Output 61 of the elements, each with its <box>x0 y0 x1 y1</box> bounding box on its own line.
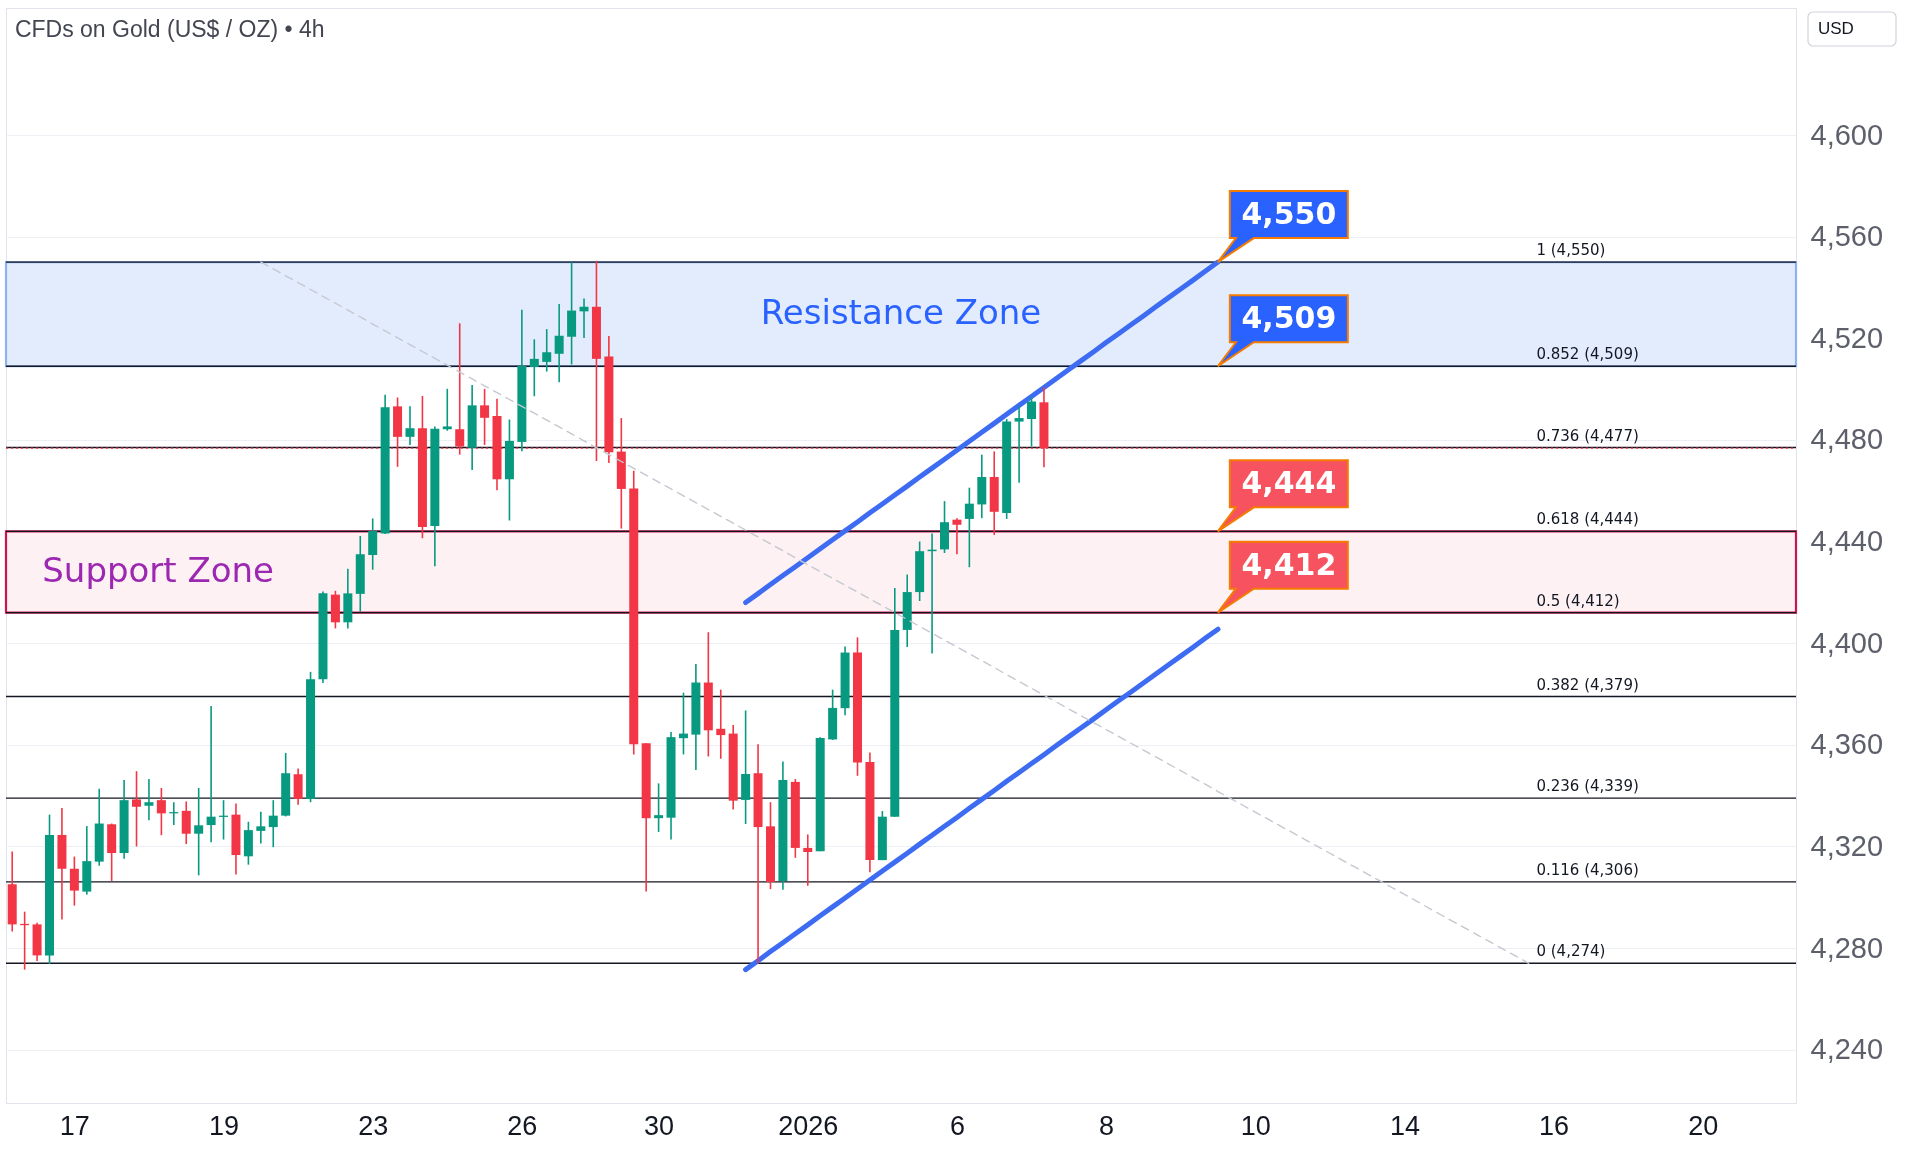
y-tick-label: 4,240 <box>1810 1033 1884 1066</box>
candlestick <box>132 770 142 848</box>
y-tick-label: 4,560 <box>1810 220 1884 253</box>
x-tick-label: 19 <box>209 1110 240 1141</box>
ref-line-label: 0 (4,274) <box>1536 942 1606 961</box>
candlestick <box>654 782 664 833</box>
ref-line-label: 0.382 (4,379) <box>1536 675 1639 694</box>
ref-line-label: 0.852 (4,509) <box>1536 345 1639 364</box>
annotation: 4,509 <box>1241 300 1337 336</box>
candlestick <box>1027 395 1037 448</box>
x-tick-label: 10 <box>1240 1110 1271 1141</box>
candlestick <box>194 787 204 877</box>
y-tick-label: 4,520 <box>1810 321 1884 354</box>
y-tick-label: 4,320 <box>1810 829 1884 862</box>
candlestick <box>69 855 79 907</box>
y-tick-label: 4,440 <box>1810 525 1884 558</box>
y-tick-label: 4,400 <box>1810 626 1884 659</box>
ref-line-label: 0.618 (4,444) <box>1536 510 1639 529</box>
chart-title: CFDs on Gold (US$ / OZ) • 4h <box>14 16 325 42</box>
candlestick <box>156 787 166 837</box>
x-tick-label: 20 <box>1688 1110 1719 1141</box>
ref-line-label: 1 (4,550) <box>1536 241 1606 260</box>
x-tick-label: 8 <box>1099 1110 1115 1141</box>
x-tick-label: 26 <box>507 1110 538 1141</box>
band-label: Resistance Zone <box>760 292 1042 333</box>
y-tick-label: 4,280 <box>1810 931 1884 964</box>
candlestick <box>181 800 191 845</box>
candlestick <box>268 799 278 848</box>
ref-line-label: 0.736 (4,477) <box>1536 426 1639 445</box>
x-tick-label: 23 <box>358 1110 389 1141</box>
x-tick-label: 14 <box>1389 1110 1420 1141</box>
candlestick <box>206 705 216 844</box>
candlestick <box>952 517 962 556</box>
candlestick <box>442 388 452 432</box>
ref-line-label: 0.116 (4,306) <box>1536 860 1639 879</box>
y-tick-label: 4,360 <box>1810 728 1884 761</box>
candlestick <box>480 388 490 446</box>
annotation: 4,550 <box>1241 196 1337 232</box>
ref-line-label: 0.5 (4,412) <box>1536 591 1620 610</box>
candlestick <box>1014 405 1024 484</box>
candlestick <box>144 778 154 822</box>
x-tick-label: 16 <box>1539 1110 1570 1141</box>
candlestick <box>542 328 552 373</box>
x-tick-label: 6 <box>949 1110 965 1141</box>
candlestick <box>256 811 266 845</box>
annotation: 4,412 <box>1241 546 1337 582</box>
candlestick <box>554 303 564 384</box>
band-label: Support Zone <box>42 550 275 591</box>
candlestick <box>964 486 974 568</box>
candlestick <box>529 338 539 397</box>
y-tick-label: 4,600 <box>1810 118 1884 151</box>
candlestick <box>405 405 415 446</box>
x-tick-label: 17 <box>59 1110 90 1141</box>
text: USD <box>1818 19 1854 38</box>
y-tick-label: 4,480 <box>1810 423 1884 456</box>
candlestick <box>803 833 813 887</box>
x-tick-label: 2026 <box>778 1110 839 1141</box>
annotation: 4,444 <box>1241 465 1337 501</box>
ref-line-label: 0.236 (4,339) <box>1536 777 1639 796</box>
x-tick-label: 30 <box>644 1110 675 1141</box>
candlestick <box>716 688 726 760</box>
